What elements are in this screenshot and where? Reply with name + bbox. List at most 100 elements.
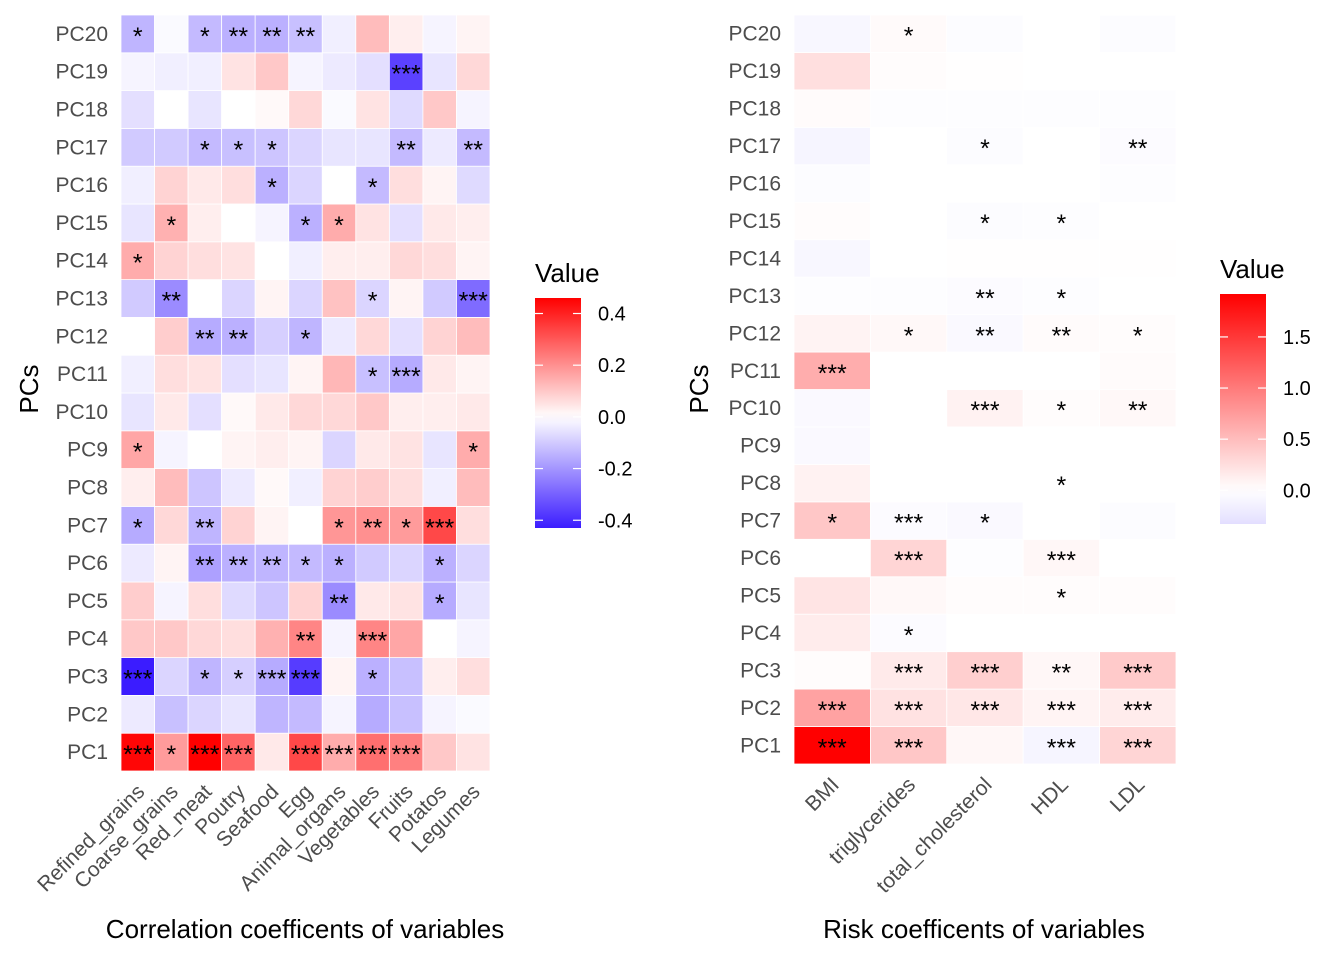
risk-cell: [870, 89, 948, 128]
correlation-cell: [254, 165, 290, 205]
correlation-significance-label: ***: [392, 363, 421, 391]
correlation-cell: [355, 430, 390, 469]
risk-legend-tick-label: 0.0: [1283, 480, 1311, 502]
correlation-cell: [221, 581, 256, 621]
correlation-cell: [187, 203, 223, 243]
correlation-cell: [288, 468, 323, 507]
correlation-cell: [221, 505, 256, 545]
correlation-cell: [288, 14, 323, 54]
correlation-cell: [321, 657, 357, 696]
risk-significance-label: *: [1057, 397, 1067, 425]
risk-significance-label: *: [1133, 322, 1143, 350]
risk-cell: [946, 351, 1024, 390]
correlation-cell: [154, 354, 189, 394]
correlation-cell: [120, 203, 155, 243]
correlation-cell: [221, 279, 256, 318]
risk-cell: [870, 314, 948, 353]
correlation-cell: [221, 241, 256, 281]
correlation-significance-label: *: [368, 363, 378, 391]
risk-cell: [1099, 126, 1177, 166]
correlation-significance-label: *: [133, 439, 143, 467]
risk-cell: [1099, 576, 1177, 615]
correlation-significance-label: *: [166, 741, 176, 769]
correlation-significance-label: *: [368, 174, 378, 202]
correlation-significance-label: ***: [358, 628, 387, 656]
risk-cell: [793, 276, 871, 315]
correlation-cell: [456, 619, 491, 658]
correlation-cell: [456, 581, 491, 621]
correlation-cell: [288, 392, 323, 432]
correlation-significance-label: *: [200, 136, 210, 164]
risk-cell: [793, 576, 871, 615]
correlation-cell: [120, 543, 155, 583]
correlation-cell: [422, 127, 457, 167]
risk-heatmap-cells: *** *** *** ****** *** *** *** ****** *** ** *****…: [793, 14, 1177, 765]
correlation-cell: [388, 316, 424, 356]
risk-y-tick-label: PC20: [728, 23, 781, 46]
correlation-y-tick-label: PC15: [55, 212, 108, 235]
correlation-cell: [288, 505, 323, 545]
risk-cell: [1099, 14, 1177, 53]
risk-cell: [870, 389, 948, 428]
correlation-significance-label: *: [368, 666, 378, 694]
correlation-cell: [254, 90, 290, 129]
correlation-legend-tick-label: -0.4: [598, 510, 632, 532]
correlation-significance-label: *: [435, 590, 445, 618]
correlation-cell: [422, 581, 457, 621]
correlation-significance-label: ***: [291, 666, 320, 694]
risk-significance-label: ***: [1123, 734, 1152, 762]
correlation-cell: [254, 14, 290, 54]
risk-cell: [1022, 351, 1101, 390]
correlation-cell: [355, 505, 390, 545]
correlation-y-tick-label: PC6: [67, 552, 108, 575]
correlation-cell: [288, 581, 323, 621]
correlation-cell: [120, 52, 155, 91]
correlation-cell: [388, 279, 424, 318]
risk-significance-label: ***: [1123, 697, 1152, 725]
correlation-cell: [321, 468, 357, 507]
correlation-cell: [221, 543, 256, 583]
risk-x-tick-label: BMI: [801, 773, 844, 816]
risk-cell: [1022, 389, 1101, 428]
correlation-legend-title: Value: [535, 258, 600, 288]
correlation-cell: [187, 127, 223, 167]
correlation-significance-label: *: [334, 212, 344, 240]
risk-cell: [946, 538, 1024, 578]
correlation-y-tick-label: PC16: [55, 174, 108, 197]
correlation-significance-label: **: [296, 23, 316, 51]
risk-cell: [1022, 314, 1101, 353]
correlation-significance-label: ***: [459, 288, 488, 316]
risk-cell: [1099, 351, 1177, 390]
risk-cell: [793, 389, 871, 428]
risk-y-tick-label: PC16: [728, 173, 781, 196]
correlation-cell: [321, 279, 357, 318]
risk-cell: [1099, 89, 1177, 128]
correlation-cell: [422, 316, 457, 356]
risk-significance-label: **: [1128, 135, 1148, 163]
correlation-cell: [154, 468, 189, 507]
correlation-cell: [254, 279, 290, 318]
risk-cell: [870, 351, 948, 390]
correlation-cell: [187, 581, 223, 621]
correlation-y-tick-label: PC18: [55, 99, 108, 122]
correlation-cell: [388, 657, 424, 696]
risk-y-tick-label: PC15: [728, 210, 781, 233]
risk-y-tick-label: PC7: [740, 510, 781, 533]
correlation-heatmap-y-ticks: PC1 PC2 PC3 PC4 PC5 PC6 PC7 PC8 PC9 PC10 PC11 PC12 P…: [55, 23, 108, 764]
correlation-cell: [422, 90, 457, 129]
correlation-cell: [120, 657, 155, 696]
correlation-cell: [321, 732, 357, 772]
risk-cell: [946, 576, 1024, 615]
correlation-legend: Value 0.4 0.2 0.0 -0.2 -0.4: [535, 258, 632, 532]
risk-significance-label: ***: [818, 697, 847, 725]
risk-cell: [946, 164, 1024, 203]
correlation-significance-label: **: [296, 628, 316, 656]
correlation-cell: [154, 732, 189, 772]
correlation-y-tick-label: PC9: [67, 439, 108, 462]
correlation-heatmap-x-ticks: Refined_grainsCoarse_grainsRed_meatPoutr…: [33, 780, 485, 896]
risk-y-axis-title: PCs: [684, 364, 714, 413]
correlation-cell: [154, 52, 189, 91]
risk-y-tick-label: PC1: [740, 734, 781, 757]
correlation-cell: [321, 619, 357, 658]
correlation-cell: [388, 165, 424, 205]
